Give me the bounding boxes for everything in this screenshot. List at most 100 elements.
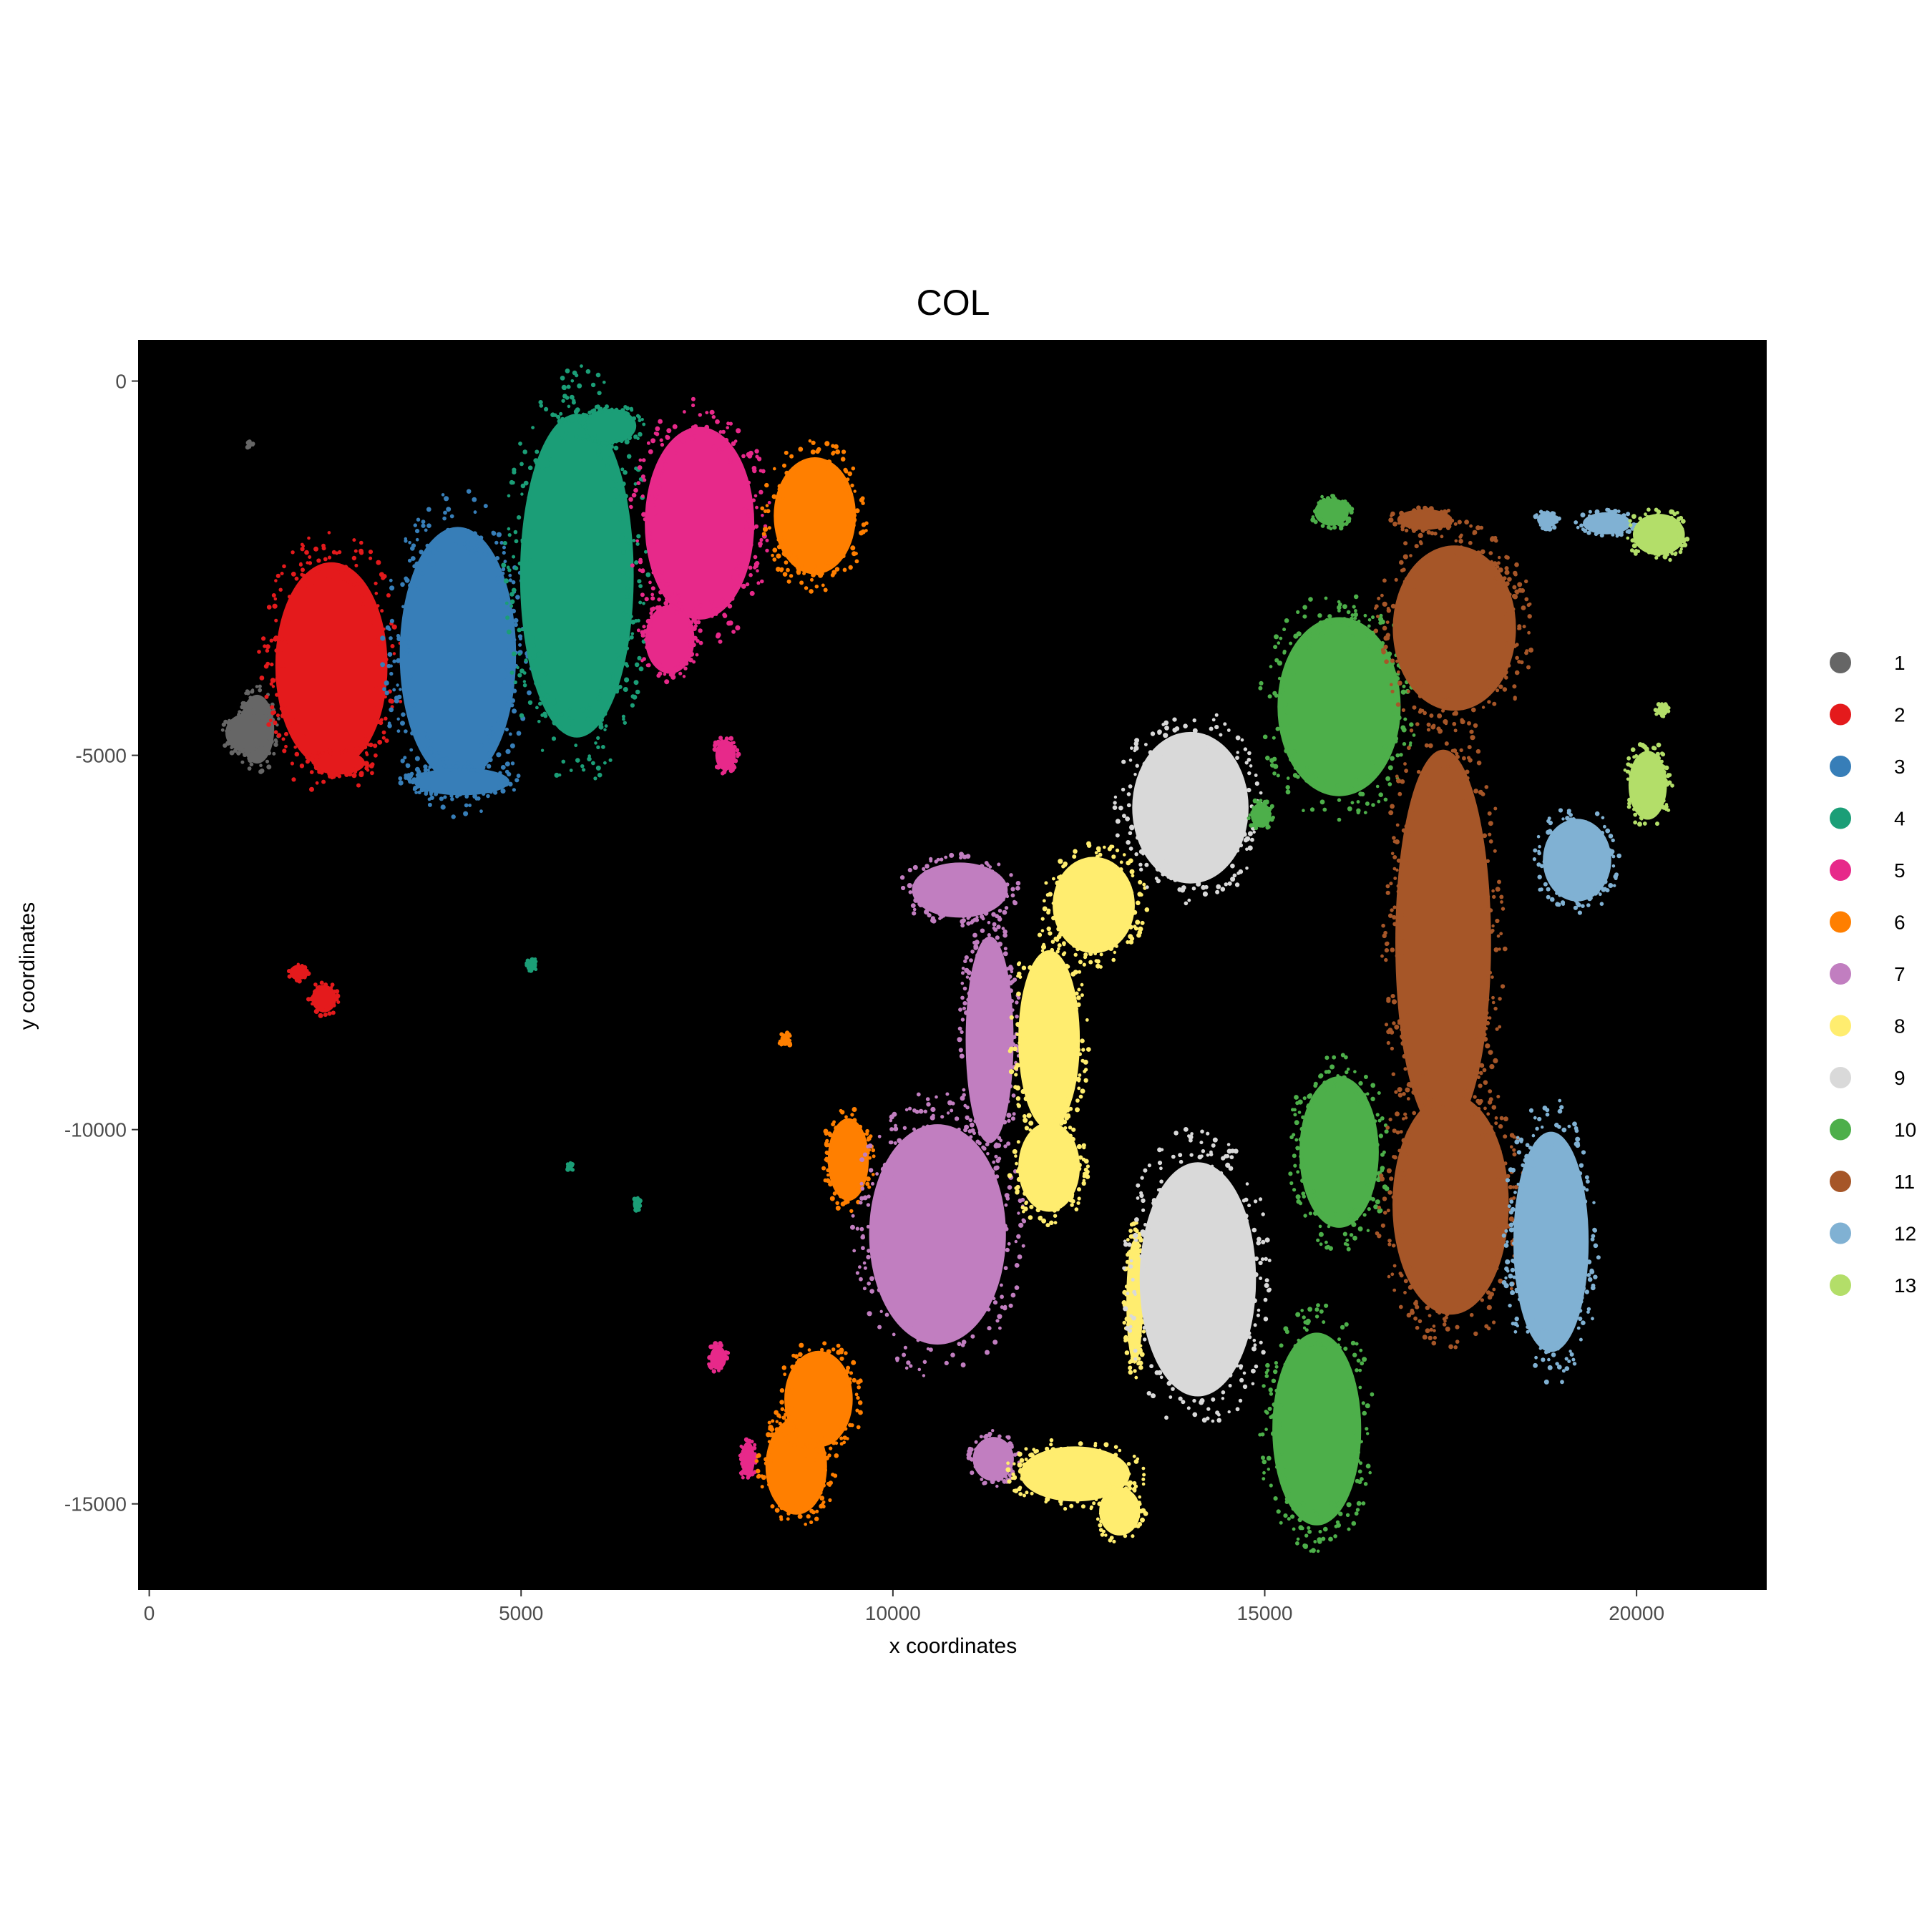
point	[1138, 1344, 1143, 1348]
point	[908, 1106, 912, 1111]
point	[423, 768, 429, 773]
point	[1446, 764, 1450, 769]
point	[1360, 1477, 1364, 1481]
point	[827, 1131, 832, 1136]
point	[1291, 1506, 1297, 1511]
point	[925, 1097, 930, 1101]
point	[1216, 1186, 1221, 1191]
point	[1005, 1002, 1010, 1007]
point	[768, 1425, 774, 1430]
point	[877, 1134, 882, 1138]
point	[1063, 925, 1069, 931]
point	[587, 756, 592, 762]
point	[380, 662, 385, 668]
point	[904, 1366, 909, 1370]
point	[1126, 1462, 1131, 1466]
point	[1458, 539, 1463, 544]
point	[998, 1326, 1002, 1330]
point	[1365, 1463, 1371, 1469]
point	[1122, 1320, 1126, 1325]
point	[1319, 1515, 1323, 1519]
point	[663, 673, 667, 676]
point	[1008, 1048, 1013, 1053]
cluster-1-region-2	[225, 713, 267, 753]
point	[718, 736, 723, 741]
point	[1145, 885, 1149, 889]
point	[931, 918, 937, 924]
point	[1192, 1163, 1197, 1169]
point	[1056, 914, 1060, 919]
point	[1107, 1528, 1111, 1532]
point	[972, 932, 977, 938]
point	[1258, 799, 1262, 804]
point	[871, 1148, 876, 1153]
point	[960, 1096, 965, 1101]
point	[829, 1180, 833, 1184]
point	[1428, 1335, 1433, 1341]
point	[756, 1474, 761, 1479]
point	[756, 569, 759, 572]
point	[585, 716, 590, 721]
point	[829, 1446, 833, 1450]
point	[960, 981, 965, 985]
point	[1024, 989, 1029, 994]
point	[613, 487, 618, 492]
point	[1440, 535, 1444, 539]
point	[1216, 884, 1221, 889]
point	[506, 565, 510, 570]
point	[798, 1352, 803, 1357]
point	[501, 567, 506, 572]
point	[1410, 830, 1415, 835]
point	[309, 742, 315, 747]
point	[306, 971, 311, 976]
point	[1061, 952, 1066, 957]
point	[1150, 731, 1156, 736]
point	[1049, 1443, 1053, 1447]
point	[1462, 756, 1466, 761]
point	[1353, 612, 1358, 618]
point	[270, 705, 275, 710]
point	[1517, 582, 1523, 587]
point	[1206, 741, 1211, 746]
point	[623, 494, 628, 499]
point	[983, 1123, 988, 1128]
point	[1359, 1461, 1363, 1465]
point	[1088, 1450, 1093, 1455]
point	[608, 677, 612, 681]
point	[1487, 700, 1491, 704]
point	[1211, 1175, 1216, 1181]
point	[1083, 1158, 1089, 1164]
point	[1396, 616, 1400, 620]
point	[1304, 1328, 1309, 1332]
point	[379, 718, 384, 722]
point	[731, 585, 736, 590]
point	[1435, 701, 1439, 705]
point	[1057, 947, 1060, 951]
point	[605, 463, 610, 467]
point	[1241, 1199, 1246, 1203]
point	[995, 1207, 1000, 1212]
point	[1243, 1312, 1247, 1317]
point	[1223, 722, 1227, 726]
point	[259, 675, 265, 680]
point	[344, 772, 349, 777]
point	[272, 679, 276, 683]
point	[1365, 1182, 1370, 1187]
point	[710, 615, 714, 618]
point	[832, 1191, 837, 1196]
point	[1295, 1541, 1299, 1546]
point	[990, 1181, 995, 1185]
point	[502, 545, 506, 550]
point	[1264, 1237, 1270, 1243]
point	[1189, 1138, 1193, 1143]
point	[1455, 764, 1460, 770]
point	[784, 1418, 790, 1424]
point	[815, 1509, 819, 1513]
point	[1269, 665, 1273, 668]
point	[374, 753, 378, 758]
point	[786, 1439, 790, 1444]
point	[1380, 641, 1385, 645]
point	[1013, 1462, 1016, 1465]
point	[595, 372, 601, 378]
point	[967, 1002, 972, 1007]
